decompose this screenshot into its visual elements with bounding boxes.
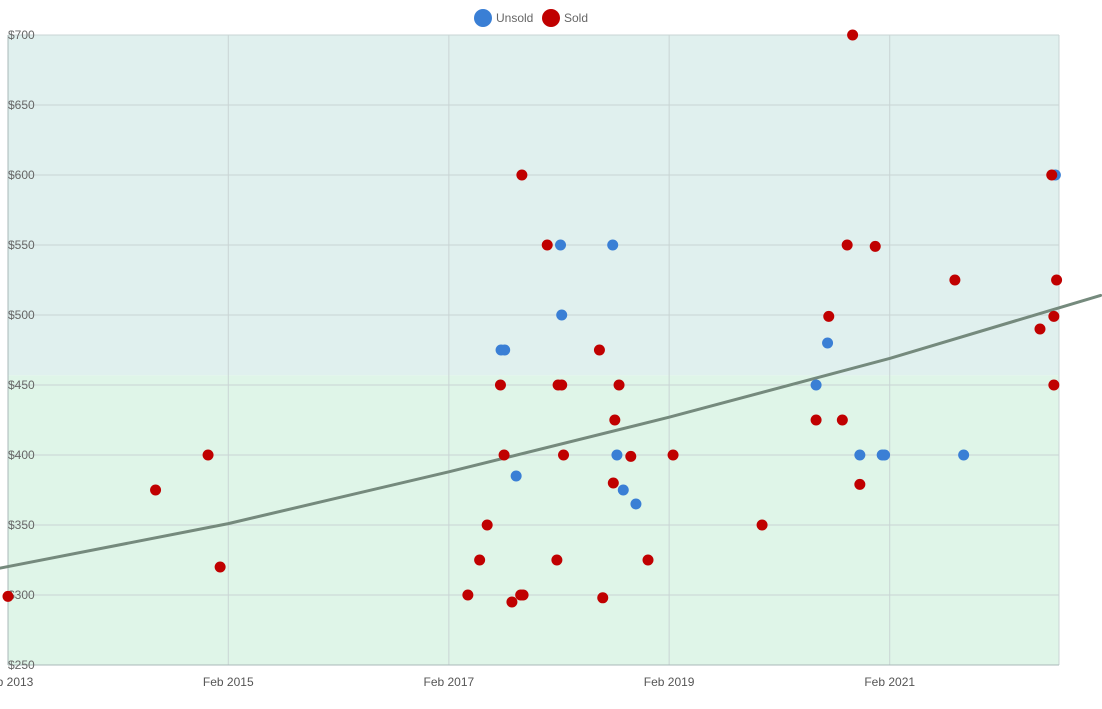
data-point-sold: [474, 554, 486, 566]
data-point-sold: [869, 240, 881, 252]
data-point-sold: [841, 239, 853, 251]
data-point-unsold: [854, 449, 866, 461]
data-point-sold: [1048, 379, 1060, 391]
data-point-sold: [667, 449, 679, 461]
data-point-sold: [506, 596, 518, 608]
x-axis-ticks: Feb 2013 Feb 2015 Feb 2017 Feb 2019 Feb 2021: [0, 675, 915, 689]
data-point-sold: [2, 590, 14, 602]
data-point-unsold: [617, 484, 629, 496]
axes: [7, 35, 1059, 666]
x-tick-label: Feb 2017: [423, 675, 474, 689]
y-tick-label: $650: [8, 98, 35, 112]
y-tick-label: $300: [8, 588, 35, 602]
data-point-unsold: [556, 309, 568, 321]
data-point-sold: [1048, 310, 1060, 322]
data-point-sold: [609, 414, 621, 426]
data-point-sold: [498, 449, 510, 461]
data-point-unsold: [607, 239, 619, 251]
y-tick-label: $550: [8, 238, 35, 252]
data-point-sold: [1046, 169, 1058, 181]
data-point-sold: [607, 477, 619, 489]
series-sold: [2, 29, 1063, 608]
data-point-unsold: [810, 379, 822, 391]
y-tick-label: $400: [8, 448, 35, 462]
data-point-unsold: [630, 498, 642, 510]
legend-item-unsold[interactable]: Unsold: [474, 9, 533, 27]
trendline: [0, 293, 1102, 570]
band-1: [8, 35, 1059, 376]
data-point-sold: [462, 589, 474, 601]
x-tick-label: Feb 2019: [644, 675, 695, 689]
x-tick-label: Feb 2013: [0, 675, 34, 689]
y-tick-label: $350: [8, 518, 35, 532]
data-point-sold: [836, 414, 848, 426]
data-point-sold: [1034, 323, 1046, 335]
data-point-sold: [949, 274, 961, 286]
data-point-sold: [847, 29, 859, 41]
background-bands: [8, 35, 1059, 665]
data-point-sold: [823, 310, 835, 322]
data-point-unsold: [822, 337, 834, 349]
data-point-sold: [551, 554, 563, 566]
data-point-sold: [556, 379, 568, 391]
trendline-path: [0, 293, 1102, 570]
data-point-unsold: [958, 449, 970, 461]
data-point-sold: [517, 589, 529, 601]
data-point-sold: [202, 449, 214, 461]
data-point-unsold: [499, 344, 511, 356]
data-point-unsold: [611, 449, 623, 461]
data-point-sold: [593, 344, 605, 356]
band-0: [8, 375, 1059, 665]
y-tick-label: $500: [8, 308, 35, 322]
data-point-sold: [214, 561, 226, 573]
data-point-sold: [1051, 274, 1063, 286]
y-tick-label: $250: [8, 658, 35, 672]
legend-item-sold[interactable]: Sold: [542, 9, 588, 27]
data-point-sold: [558, 449, 570, 461]
legend-marker-unsold: [474, 9, 492, 27]
data-point-unsold: [510, 470, 522, 482]
y-tick-label: $700: [8, 28, 35, 42]
x-tick-label: Feb 2015: [203, 675, 254, 689]
data-point-sold: [810, 414, 822, 426]
x-tick-label: Feb 2021: [864, 675, 915, 689]
legend-label: Sold: [564, 11, 588, 25]
data-point-sold: [541, 239, 553, 251]
data-point-sold: [597, 592, 609, 604]
data-point-sold: [625, 450, 637, 462]
data-point-unsold: [555, 239, 567, 251]
data-point-sold: [613, 379, 625, 391]
y-axis-ticks: $250 $300 $350 $400 $450 $500 $550 $600 $650 $700: [8, 28, 35, 672]
data-point-sold: [481, 519, 493, 531]
legend-marker-sold: [542, 9, 560, 27]
data-point-sold: [494, 379, 506, 391]
data-point-sold: [854, 478, 866, 490]
data-point-unsold: [879, 449, 891, 461]
data-point-sold: [756, 519, 768, 531]
data-points: [2, 29, 1063, 608]
data-point-sold: [516, 169, 528, 181]
y-tick-label: $450: [8, 378, 35, 392]
data-point-sold: [150, 484, 162, 496]
data-point-sold: [642, 554, 654, 566]
legend[interactable]: Unsold Sold: [474, 9, 588, 27]
legend-label: Unsold: [496, 11, 533, 25]
y-tick-label: $600: [8, 168, 35, 182]
